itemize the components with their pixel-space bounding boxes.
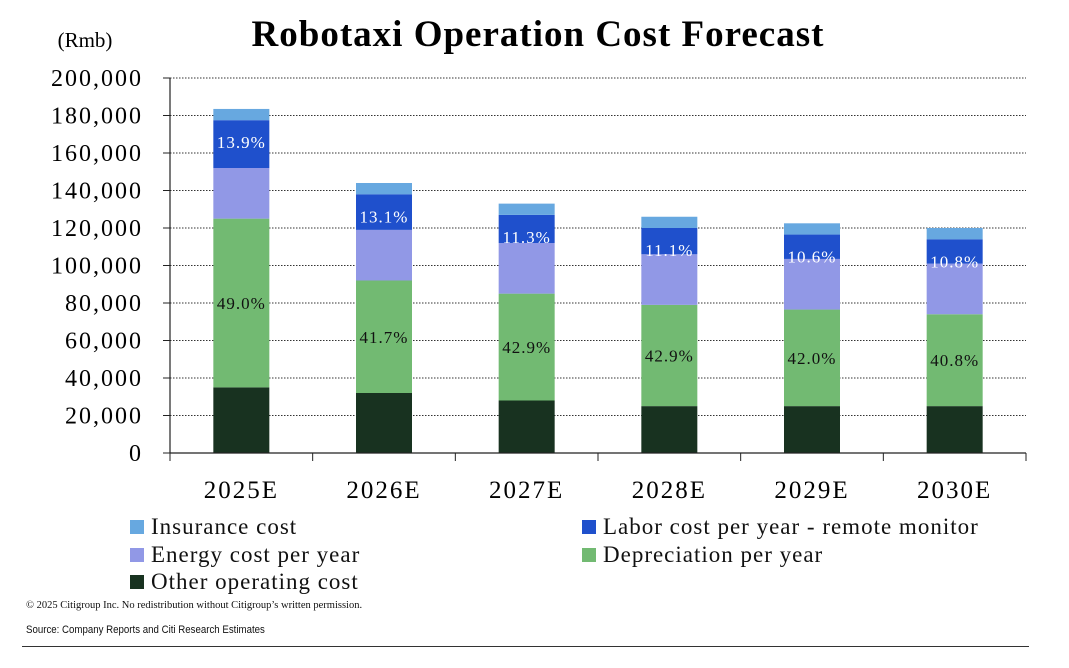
x-tick-label: 2025E	[204, 477, 279, 504]
bar-segment	[356, 280, 412, 393]
bar-segment	[926, 406, 983, 453]
bar-segment	[498, 293, 555, 401]
data-label: 11.3%	[503, 228, 551, 247]
y-axis-unit-label: (Rmb)	[58, 28, 113, 52]
bars	[213, 108, 983, 453]
legend-label: Insurance cost	[151, 514, 298, 539]
bar-segment	[356, 229, 412, 281]
bar-segment	[784, 406, 840, 453]
y-tick-label: 20,000	[65, 404, 143, 430]
bar-segment	[498, 203, 555, 215]
legend-item-energy: Energy cost per year	[130, 542, 360, 568]
bar-segment	[784, 223, 840, 235]
source-note: Source: Company Reports and Citi Researc…	[26, 624, 265, 636]
legend-item-other: Other operating cost	[130, 569, 359, 595]
data-label: 41.7%	[360, 328, 409, 347]
data-label: 13.9%	[217, 133, 266, 152]
bar-segment	[213, 387, 270, 453]
bar-segment	[641, 406, 698, 453]
y-tick-label: 160,000	[51, 141, 143, 167]
legend-label: Labor cost per year - remote monitor	[603, 514, 979, 539]
data-labels: 49.0% 13.9% 41.7% 13.1% 42.9% 11.3% 42.9% 11.1%…	[217, 133, 979, 370]
y-tick-label: 200,000	[51, 66, 143, 92]
data-label: 49.0%	[217, 294, 266, 313]
y-tick-label: 80,000	[65, 291, 143, 317]
bar-segment	[784, 258, 840, 310]
legend-item-depreciation: Depreciation per year	[582, 542, 823, 568]
y-tick-label: 40,000	[65, 366, 143, 392]
x-tick-label: 2030E	[917, 477, 992, 504]
legend-label: Energy cost per year	[151, 542, 361, 567]
bar-segment	[641, 304, 698, 407]
bar-segment	[356, 194, 412, 230]
bar-segment	[213, 168, 270, 219]
bar-segment	[356, 393, 412, 453]
bar-segment	[213, 108, 270, 121]
y-tick-label: 60,000	[65, 329, 143, 355]
bottom-divider	[22, 646, 1029, 647]
bar-segment	[926, 239, 983, 264]
bar-segment	[356, 183, 412, 195]
x-tick-label: 2027E	[489, 477, 564, 504]
legend-label: Other operating cost	[151, 569, 359, 594]
data-label: 13.1%	[360, 207, 409, 226]
legend-swatch	[582, 548, 596, 562]
legend-item-insurance: Insurance cost	[130, 514, 297, 540]
data-label: 42.0%	[788, 349, 837, 368]
legend: Insurance cost Labor cost per year - rem…	[130, 514, 1030, 598]
y-tick-label: 140,000	[51, 179, 143, 205]
x-tick-label: 2029E	[774, 477, 849, 504]
bar-segment	[641, 228, 698, 255]
copyright-notice: © 2025 Citigroup Inc. No redistribution …	[26, 600, 363, 611]
data-label: 11.1%	[645, 241, 693, 260]
legend-item-labor: Labor cost per year - remote monitor	[582, 514, 979, 540]
data-label: 10.8%	[930, 252, 979, 271]
bar-segment	[926, 314, 983, 407]
bar-segment	[213, 120, 270, 168]
legend-swatch	[582, 520, 596, 534]
data-label: 42.9%	[645, 347, 694, 366]
bar-segment	[213, 218, 270, 388]
y-tick-label: 120,000	[51, 216, 143, 242]
bar-segment	[926, 228, 983, 240]
legend-swatch	[130, 548, 144, 562]
data-label: 10.6%	[788, 248, 837, 267]
y-tick-label: 0	[129, 441, 143, 467]
bar-segment	[926, 263, 983, 315]
data-label: 42.9%	[502, 338, 551, 357]
legend-label: Depreciation per year	[603, 542, 824, 567]
legend-swatch	[130, 575, 144, 589]
bar-segment	[498, 214, 555, 243]
legend-swatch	[130, 520, 144, 534]
bar-segment	[498, 400, 555, 453]
gridlines	[170, 77, 1026, 416]
axes: 0 20,000 40,000 60,000 80,000 100,000 120,000 1…	[51, 66, 1027, 504]
bar-segment	[641, 254, 698, 305]
y-tick-label: 100,000	[51, 254, 143, 280]
bar-segment	[641, 216, 698, 228]
bar-segment	[498, 243, 555, 294]
chart-title: Robotaxi Operation Cost Forecast	[252, 14, 825, 55]
bar-segment	[784, 234, 840, 259]
y-tick-label: 180,000	[51, 104, 143, 130]
stacked-bar-chart: Robotaxi Operation Cost Forecast (Rmb) 0…	[51, 14, 1027, 504]
x-tick-label: 2028E	[632, 477, 707, 504]
bar-segment	[784, 309, 840, 407]
x-tick-label: 2026E	[346, 477, 421, 504]
data-label: 40.8%	[930, 351, 979, 370]
